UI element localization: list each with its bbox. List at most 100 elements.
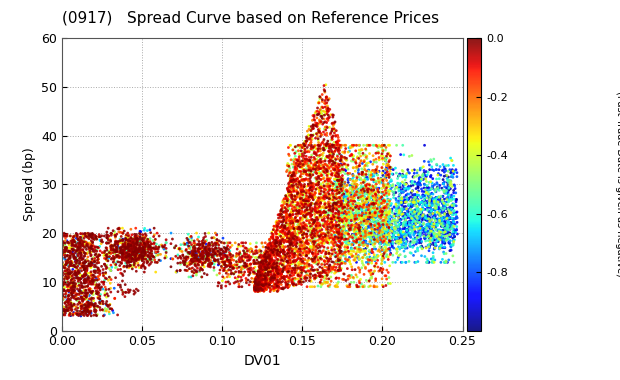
Point bbox=[125, 236, 135, 242]
Point bbox=[292, 209, 302, 215]
Point bbox=[426, 228, 436, 234]
Point bbox=[283, 204, 293, 210]
Point bbox=[321, 209, 330, 215]
Point bbox=[69, 271, 79, 277]
Point bbox=[113, 247, 123, 253]
Point bbox=[334, 163, 344, 169]
Point bbox=[427, 221, 436, 227]
Point bbox=[124, 243, 134, 249]
Point bbox=[191, 249, 201, 255]
Point bbox=[446, 222, 456, 228]
Point bbox=[316, 201, 326, 207]
Point bbox=[384, 190, 394, 196]
Point bbox=[305, 187, 315, 193]
Point bbox=[293, 263, 303, 269]
Point bbox=[346, 234, 356, 240]
Point bbox=[106, 262, 116, 268]
Point bbox=[315, 199, 325, 205]
Point bbox=[421, 176, 431, 182]
Point bbox=[291, 183, 301, 189]
Point bbox=[288, 176, 298, 182]
Point bbox=[90, 267, 100, 273]
Point bbox=[294, 226, 304, 232]
Point bbox=[102, 251, 112, 257]
Point bbox=[97, 237, 107, 243]
Point bbox=[71, 241, 81, 247]
Point bbox=[223, 256, 232, 263]
Point bbox=[376, 244, 386, 250]
Point bbox=[428, 191, 438, 197]
Point bbox=[264, 260, 274, 266]
Point bbox=[445, 226, 455, 232]
Point bbox=[143, 256, 153, 263]
Point bbox=[258, 256, 268, 263]
Point bbox=[327, 244, 337, 250]
Point bbox=[420, 195, 430, 201]
Point bbox=[356, 223, 366, 230]
Point bbox=[321, 204, 331, 211]
Point bbox=[125, 239, 135, 245]
Point bbox=[350, 238, 360, 244]
Point bbox=[136, 256, 146, 263]
Point bbox=[361, 224, 371, 230]
Point bbox=[84, 261, 94, 267]
Point bbox=[299, 245, 309, 251]
Point bbox=[270, 261, 280, 268]
Point bbox=[322, 223, 332, 229]
Point bbox=[270, 241, 280, 247]
Point bbox=[81, 233, 91, 239]
Point bbox=[316, 165, 326, 171]
Point bbox=[374, 177, 384, 183]
Point bbox=[69, 309, 79, 315]
Point bbox=[76, 276, 86, 282]
Point bbox=[278, 228, 288, 234]
Point bbox=[301, 231, 311, 237]
Point bbox=[139, 247, 149, 253]
Point bbox=[322, 214, 332, 220]
Point bbox=[67, 241, 77, 247]
Point bbox=[331, 264, 341, 271]
Point bbox=[203, 253, 213, 260]
Point bbox=[444, 187, 454, 193]
Point bbox=[251, 279, 261, 285]
Point bbox=[124, 264, 134, 271]
Point bbox=[323, 142, 333, 148]
Point bbox=[267, 257, 277, 263]
Point bbox=[63, 299, 73, 305]
Point bbox=[207, 239, 217, 245]
Point bbox=[138, 248, 148, 254]
Point bbox=[186, 258, 196, 264]
Point bbox=[222, 274, 232, 280]
Point bbox=[310, 214, 320, 220]
Point bbox=[316, 210, 326, 216]
Point bbox=[253, 280, 263, 286]
Point bbox=[324, 203, 334, 209]
Point bbox=[261, 265, 271, 271]
Point bbox=[432, 231, 442, 238]
Point bbox=[283, 244, 293, 250]
Point bbox=[133, 249, 143, 255]
Point bbox=[216, 246, 226, 252]
Point bbox=[355, 249, 365, 255]
Point bbox=[292, 224, 302, 230]
Point bbox=[128, 245, 138, 252]
Point bbox=[402, 232, 412, 238]
Point bbox=[365, 142, 375, 148]
Point bbox=[130, 234, 140, 240]
Point bbox=[380, 173, 390, 179]
Point bbox=[133, 262, 143, 268]
Point bbox=[343, 198, 353, 204]
Point bbox=[267, 229, 277, 235]
Point bbox=[304, 246, 314, 252]
Point bbox=[205, 245, 215, 252]
Point bbox=[100, 263, 110, 269]
Point bbox=[296, 199, 306, 205]
Point bbox=[76, 255, 86, 261]
Point bbox=[313, 122, 323, 128]
Point bbox=[130, 241, 140, 247]
Point bbox=[322, 132, 332, 138]
Point bbox=[331, 183, 341, 189]
Point bbox=[396, 211, 406, 217]
Point bbox=[386, 165, 396, 171]
Point bbox=[253, 277, 263, 283]
